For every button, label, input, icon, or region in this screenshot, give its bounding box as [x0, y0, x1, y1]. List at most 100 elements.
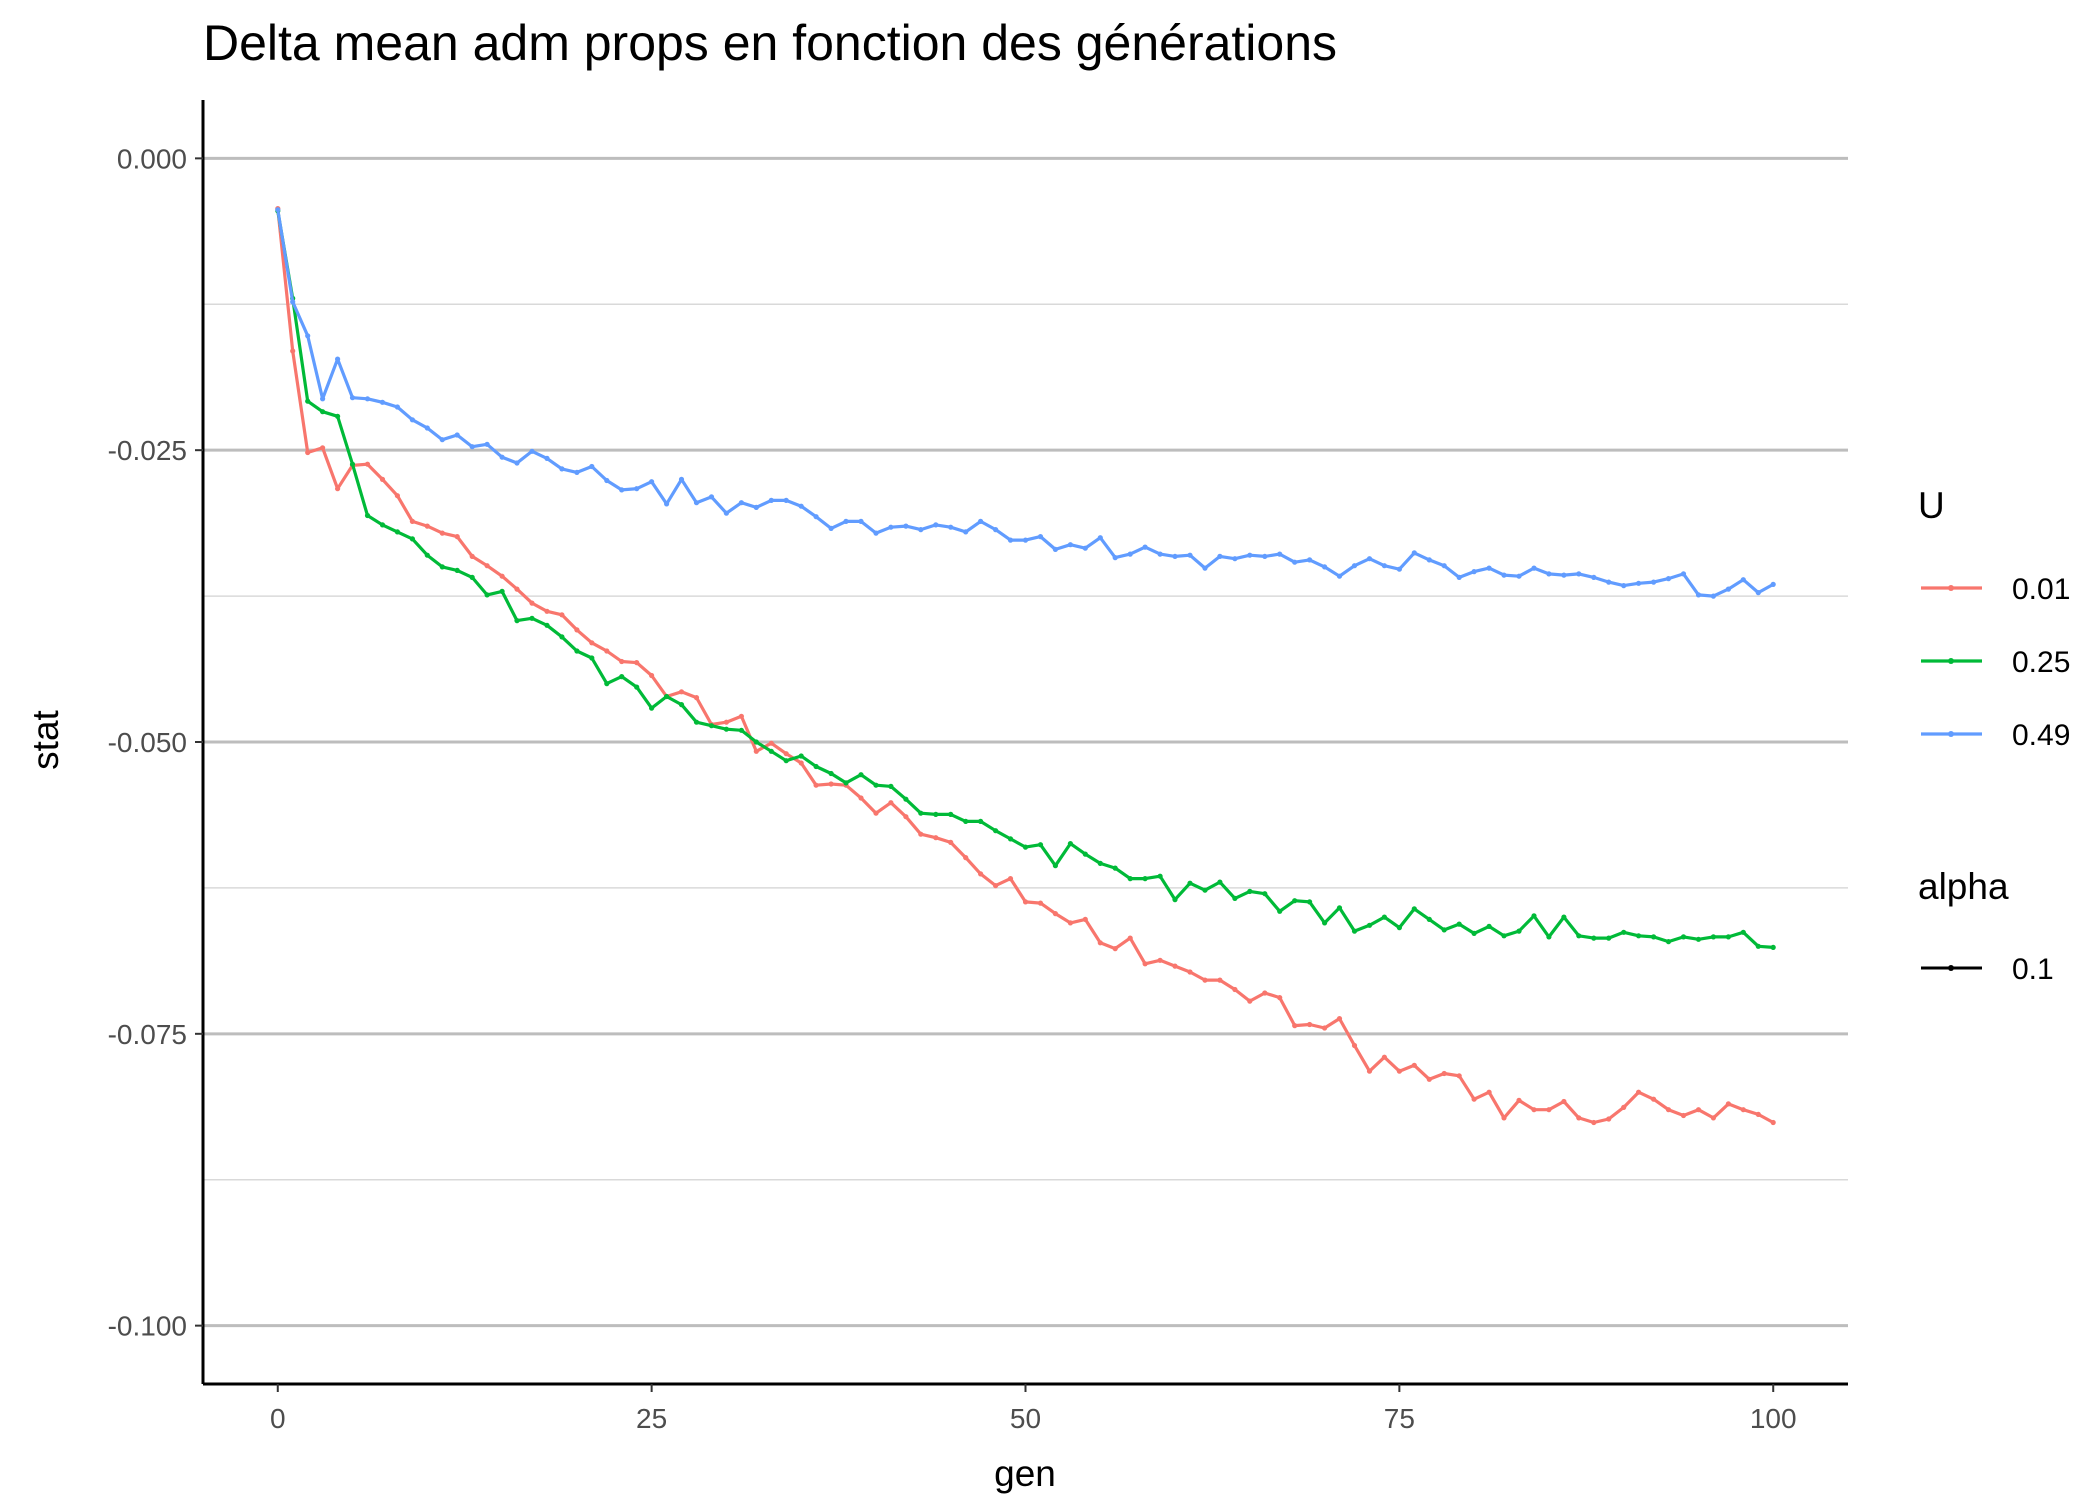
data-point	[1052, 911, 1058, 917]
data-point	[858, 795, 864, 801]
data-point	[589, 640, 595, 646]
data-point	[1456, 574, 1462, 581]
data-point	[1606, 935, 1612, 941]
data-point	[1351, 563, 1358, 569]
data-point	[708, 494, 715, 500]
data-point	[1336, 573, 1343, 579]
data-point	[1456, 921, 1462, 927]
data-point	[335, 356, 341, 362]
data-point	[409, 518, 415, 525]
data-point	[1680, 571, 1687, 577]
data-point	[993, 883, 999, 889]
data-point	[484, 441, 490, 447]
data-point	[1576, 1115, 1582, 1121]
data-point	[364, 396, 371, 402]
data-point	[394, 493, 400, 499]
data-point	[1770, 944, 1776, 951]
data-point	[1381, 563, 1387, 569]
data-point	[1022, 899, 1029, 905]
data-point	[1576, 571, 1582, 577]
data-point	[918, 831, 924, 837]
x-tick-label: 100	[1750, 1403, 1797, 1434]
data-point	[843, 518, 849, 525]
data-point	[439, 437, 445, 443]
data-point	[1396, 566, 1402, 572]
data-point	[1770, 581, 1776, 588]
data-point	[1366, 556, 1373, 562]
y-tick-label: 0.000	[117, 143, 187, 174]
data-point	[1501, 1115, 1507, 1121]
data-point	[364, 512, 371, 519]
legend-key-point	[1948, 731, 1954, 737]
data-point	[1441, 563, 1447, 569]
data-point	[1202, 887, 1208, 893]
data-point	[634, 684, 640, 690]
grid	[203, 156, 1848, 1328]
data-point	[604, 681, 610, 687]
data-point	[1142, 961, 1148, 967]
data-point	[828, 770, 834, 777]
data-point	[529, 615, 535, 621]
data-point	[409, 536, 415, 542]
data-point	[364, 461, 371, 467]
data-point	[499, 588, 505, 595]
data-point	[1665, 939, 1672, 945]
data-point	[335, 486, 341, 492]
data-point	[544, 455, 550, 461]
data-point	[903, 796, 909, 802]
data-point	[873, 810, 879, 816]
data-point	[783, 758, 789, 764]
data-point	[1112, 865, 1118, 871]
data-point	[1546, 934, 1552, 940]
data-point	[1157, 873, 1163, 879]
data-point	[1187, 552, 1193, 558]
data-point	[888, 524, 894, 530]
data-point	[1097, 940, 1103, 946]
data-point	[649, 672, 655, 679]
data-point	[1546, 1107, 1552, 1113]
data-point	[320, 409, 326, 415]
data-point	[1112, 555, 1118, 561]
data-point	[1471, 569, 1477, 575]
data-point	[1067, 920, 1073, 926]
data-point	[529, 600, 535, 606]
data-point	[1037, 842, 1044, 848]
y-tick-label: -0.025	[108, 435, 187, 466]
data-point	[888, 783, 894, 790]
legend-label-alpha: 0.1	[2012, 953, 2054, 986]
data-point	[559, 466, 565, 472]
data-point	[903, 523, 909, 529]
data-point	[1037, 900, 1044, 906]
data-point	[1770, 1119, 1776, 1126]
data-point	[903, 814, 909, 820]
data-point	[1621, 929, 1627, 935]
data-point	[1471, 1096, 1477, 1102]
data-point	[1217, 977, 1223, 983]
legend-items: 0.01 0.25 0.49	[1921, 573, 2070, 752]
data-point	[1471, 930, 1477, 937]
data-point	[1740, 577, 1746, 583]
data-point	[723, 719, 730, 725]
data-point	[1561, 572, 1567, 578]
data-point	[798, 753, 804, 759]
data-point	[1561, 1098, 1567, 1105]
data-point	[574, 627, 580, 633]
data-point	[529, 448, 535, 454]
data-point	[1052, 546, 1058, 553]
data-point	[1007, 876, 1014, 882]
data-point	[1366, 922, 1373, 928]
data-point	[574, 648, 580, 654]
data-point	[813, 514, 819, 520]
y-tick-label: -0.050	[108, 727, 187, 758]
data-point	[649, 479, 655, 485]
data-point	[1381, 914, 1387, 920]
data-point	[1396, 925, 1402, 931]
data-point	[1262, 891, 1268, 897]
data-point	[1725, 934, 1731, 940]
data-point	[1665, 576, 1672, 582]
series-line	[276, 210, 1774, 949]
series-0.01	[275, 206, 1776, 1126]
data-point	[1187, 969, 1193, 975]
data-point	[589, 655, 595, 661]
data-point	[1755, 1111, 1761, 1117]
